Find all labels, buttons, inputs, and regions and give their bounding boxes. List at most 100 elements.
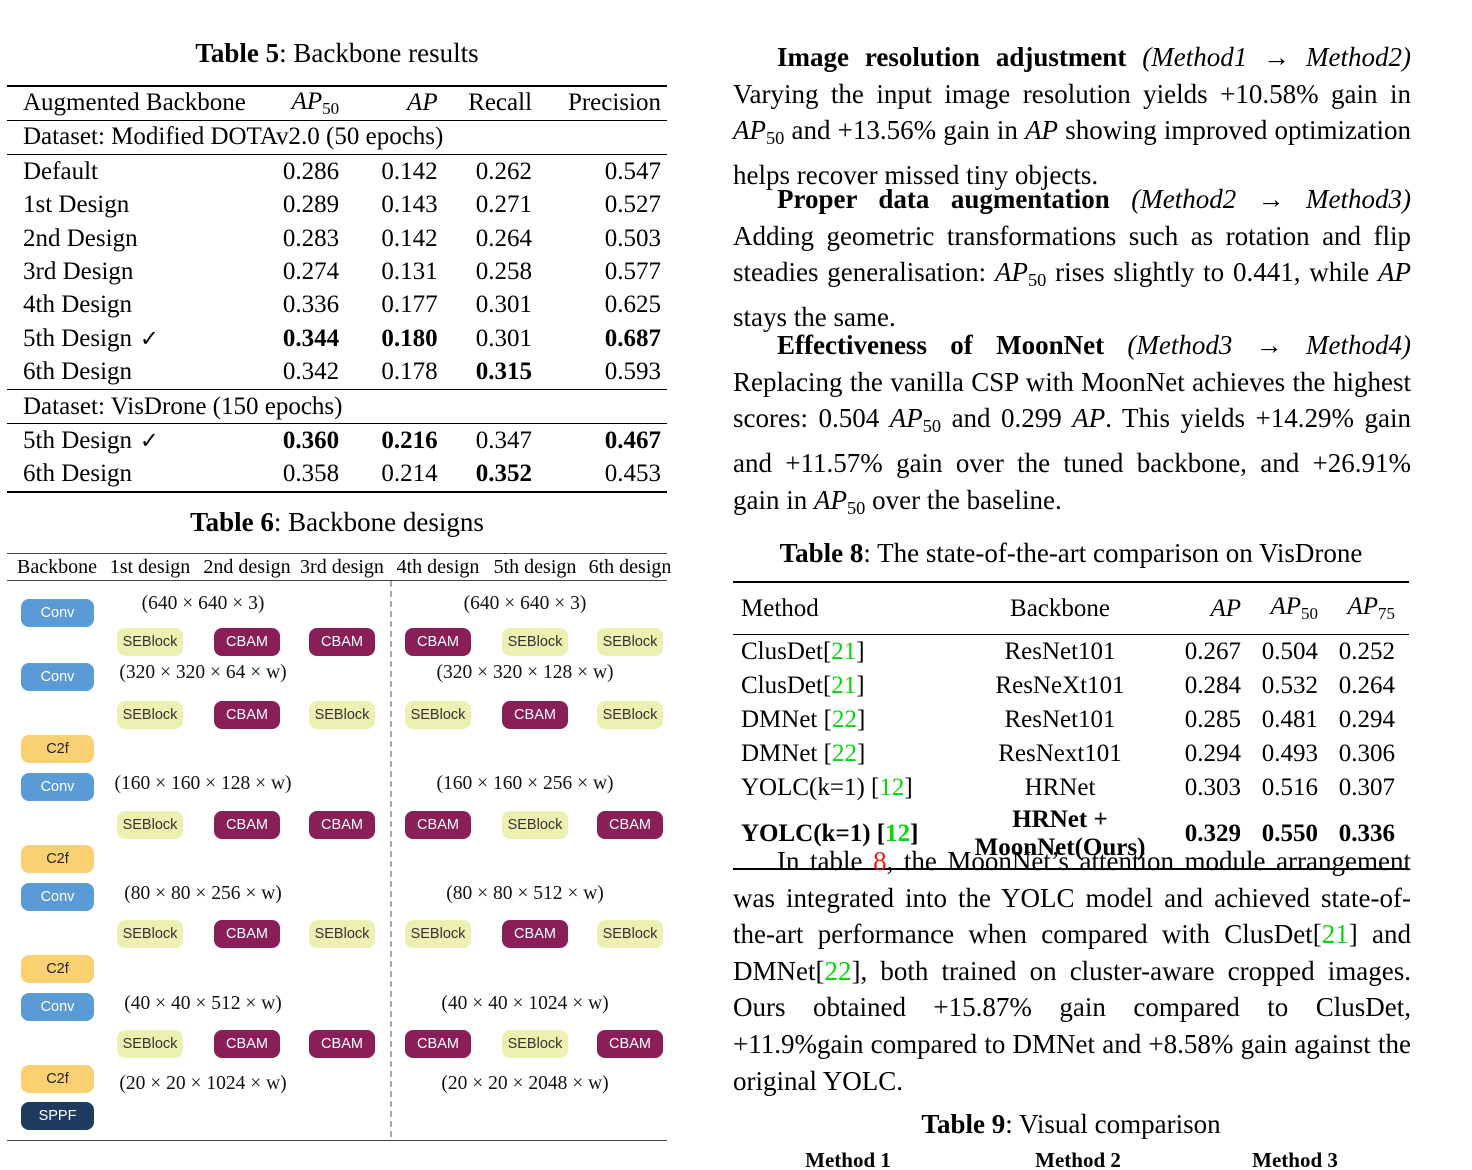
table8-cell: 0.252	[1338, 638, 1395, 665]
table8-header-row: Method Backbone AP AP50 AP75	[733, 582, 1409, 635]
table5-row-name: 3rd Design	[23, 258, 134, 285]
text-segment: AP	[1072, 403, 1106, 434]
block-conv: Conv	[21, 663, 94, 691]
table5-row: 3rd Design 0.274 0.131 0.258 0.577	[7, 255, 667, 288]
text-segment: and +13.56% gain in	[784, 115, 1026, 146]
block-conv: Conv	[21, 773, 94, 801]
diagram-col-header: 6th design	[588, 556, 672, 578]
block-seblock: SEBlock	[597, 701, 663, 729]
diagram-col-header: 4th design	[396, 556, 480, 578]
block-cbam: CBAM	[502, 920, 568, 948]
text-segment: (Method2 → Method3)	[1131, 184, 1412, 214]
table5-caption: Table 5: Backbone results	[7, 38, 667, 69]
diagram-col-header: 1st design	[109, 556, 191, 578]
text-segment: AP	[994, 257, 1028, 288]
table8-cell: 0.264	[1338, 672, 1395, 699]
table8-method-cell: ClusDet[21]	[733, 669, 943, 703]
table5-col-header: Recall	[443, 86, 539, 121]
table8-cell: 0.532	[1261, 672, 1318, 699]
text-segment: 22	[831, 706, 857, 733]
text-segment: 21	[1321, 919, 1349, 950]
table5-row: 4th Design 0.336 0.177 0.301 0.625	[7, 289, 667, 322]
table8-caption-label: Table 8	[779, 538, 864, 568]
table5-row-name: 6th Design	[23, 358, 133, 386]
table5-section-row: Dataset: Modified DOTAv2.0 (50 epochs)	[7, 119, 667, 156]
diagram-col-header: 5th design	[493, 556, 577, 578]
table8-row: DMNet [22] ResNet101 0.285 0.481 0.294	[733, 703, 1409, 737]
block-cbam: CBAM	[597, 811, 663, 839]
block-seblock: SEBlock	[117, 628, 183, 656]
text-segment: Adding geometric transformations such as…	[733, 220, 1411, 288]
table9-method-label: Method 2	[1035, 1148, 1121, 1170]
table8-cell: 0.306	[1338, 740, 1395, 767]
dimension-label: (40 × 40 × 512 × w)	[124, 993, 282, 1014]
text-segment: 50	[922, 416, 942, 437]
block-seblock: SEBlock	[309, 920, 375, 948]
block-cbam: CBAM	[309, 811, 375, 839]
table5-cell: 0.687	[604, 324, 661, 352]
text-segment: AP	[1210, 594, 1241, 622]
dimension-label: (160 × 160 × 128 × w)	[114, 773, 292, 794]
text-segment: 12	[885, 820, 911, 847]
block-seblock: SEBlock	[117, 920, 183, 948]
table8-cell: 0.550	[1261, 820, 1318, 847]
diagram-header-rule	[7, 580, 667, 581]
table9-method-label: Method 3	[1252, 1148, 1338, 1170]
table5-cell: 0.342	[282, 358, 340, 386]
table5-row-name: 5th Design ✓	[23, 426, 159, 454]
table5-row: Default 0.286 0.142 0.262 0.547	[7, 155, 667, 189]
table5-cell: 0.347	[475, 426, 533, 454]
table8-row: ClusDet[21] ResNet101 0.267 0.504 0.252	[733, 635, 1409, 670]
table5-cell: 0.216	[381, 426, 438, 454]
dimension-label: (20 × 20 × 1024 × w)	[119, 1073, 287, 1094]
paragraph-moonnet-effectiveness: Effectiveness of MoonNet (Method3 → Meth…	[733, 327, 1411, 526]
dimension-label: (320 × 320 × 64 × w)	[119, 662, 287, 683]
text-segment: 8	[873, 846, 887, 876]
table8-method-cell: YOLC(k=1) [12]	[733, 805, 943, 869]
table8-col-header: AP75	[1324, 582, 1409, 635]
dimension-label: (640 × 640 × 3)	[463, 593, 587, 614]
block-conv: Conv	[21, 883, 94, 911]
table5-row: 5th Design ✓ 0.360 0.216 0.347 0.467	[7, 424, 667, 458]
block-conv: Conv	[21, 993, 94, 1021]
table5-cell: 0.262	[475, 157, 533, 185]
text-segment: ]	[904, 774, 913, 801]
text-segment: AP	[291, 88, 323, 115]
table5-header-row: Augmented Backbone AP50 AP Recall Precision	[7, 86, 667, 121]
table5-col-header: Precision	[538, 86, 667, 121]
table8-row: DMNet [22] ResNext101 0.294 0.493 0.306	[733, 737, 1409, 771]
text-segment: AP	[1025, 115, 1059, 146]
block-seblock: SEBlock	[117, 1030, 183, 1058]
block-seblock: SEBlock	[117, 701, 183, 729]
table5-row-name: Default	[23, 157, 98, 185]
block-seblock: SEBlock	[405, 701, 471, 729]
block-conv: Conv	[21, 599, 94, 627]
table8-col-header: Method	[733, 582, 943, 635]
table5-row: 2nd Design 0.283 0.142 0.264 0.503	[7, 222, 667, 255]
text-segment: AP	[407, 89, 438, 117]
text-segment: AP	[1377, 257, 1411, 288]
table5-cell: 0.143	[381, 191, 438, 219]
table5-cell: 0.289	[282, 191, 340, 219]
table5-cell: 0.286	[282, 157, 340, 185]
table5-section-title: Dataset: VisDrone (150 epochs)	[7, 388, 667, 425]
table5-cell: 0.271	[475, 191, 533, 219]
table5-row-name: 2nd Design	[23, 224, 138, 252]
table5-caption-text: : Backbone results	[279, 38, 479, 68]
text-segment: Augmented Backbone	[23, 89, 246, 117]
table8-col-header: AP	[1177, 582, 1247, 635]
table5-row-name: 6th Design	[23, 460, 133, 488]
table8-col-header: AP50	[1247, 582, 1324, 635]
text-segment: , the MoonNet’s attention module arrange…	[733, 846, 1411, 950]
block-seblock: SEBlock	[309, 701, 375, 729]
table8-body: ClusDet[21] ResNet101 0.267 0.504 0.252 ClusD…	[733, 635, 1409, 870]
block-seblock: SEBlock	[117, 811, 183, 839]
text-segment: 50	[766, 128, 785, 149]
table5-row: 1st Design 0.289 0.143 0.271 0.527	[7, 189, 667, 222]
text-segment: ] and DMNet[	[733, 919, 1411, 986]
table5-cell: 0.547	[604, 157, 661, 185]
table5-cell: 0.131	[381, 258, 438, 285]
block-cbam: CBAM	[405, 628, 471, 656]
dimension-label: (80 × 80 × 256 × w)	[124, 883, 282, 904]
